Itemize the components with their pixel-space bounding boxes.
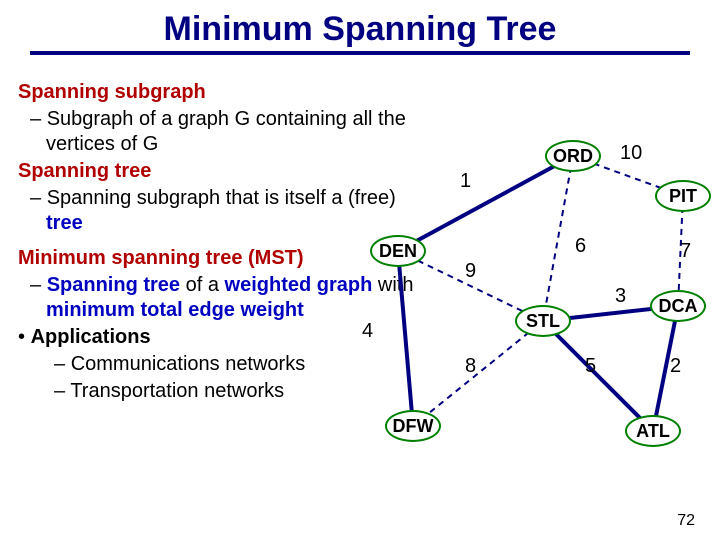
graph-node-pit: PIT xyxy=(655,180,711,212)
graph-edge xyxy=(398,251,413,426)
graph-node-dca: DCA xyxy=(650,290,706,322)
graph-node-ord: ORD xyxy=(545,140,601,172)
edge-weight: 1 xyxy=(460,170,471,193)
heading-spanning-subgraph: Spanning subgraph xyxy=(18,80,418,105)
term: Spanning subgraph xyxy=(18,81,206,103)
edge-weight: 10 xyxy=(620,142,642,165)
edge-weight: 7 xyxy=(680,240,691,263)
edge-weight: 8 xyxy=(465,355,476,378)
graph-edge xyxy=(543,321,653,431)
graph-edge xyxy=(398,156,573,251)
edge-weight: 9 xyxy=(465,260,476,283)
edge-weight: 4 xyxy=(362,320,373,343)
edge-weight: 3 xyxy=(615,285,626,308)
graph-diagram: 1 10 6 7 9 4 3 8 5 2 ORD PIT DEN STL DCA DFW ATL xyxy=(350,130,720,500)
graph-edge xyxy=(543,156,573,321)
graph-node-stl: STL xyxy=(515,305,571,337)
page-number: 72 xyxy=(677,512,695,530)
term: Spanning tree xyxy=(18,160,151,182)
graph-node-den: DEN xyxy=(370,235,426,267)
edge-weight: 6 xyxy=(575,235,586,258)
edge-weight: 5 xyxy=(585,355,596,378)
graph-node-dfw: DFW xyxy=(385,410,441,442)
term: Minimum spanning tree (MST) xyxy=(18,247,304,269)
graph-node-atl: ATL xyxy=(625,415,681,447)
edge-weight: 2 xyxy=(670,355,681,378)
graph-edge xyxy=(413,321,543,426)
slide-title: Minimum Spanning Tree xyxy=(30,0,690,55)
